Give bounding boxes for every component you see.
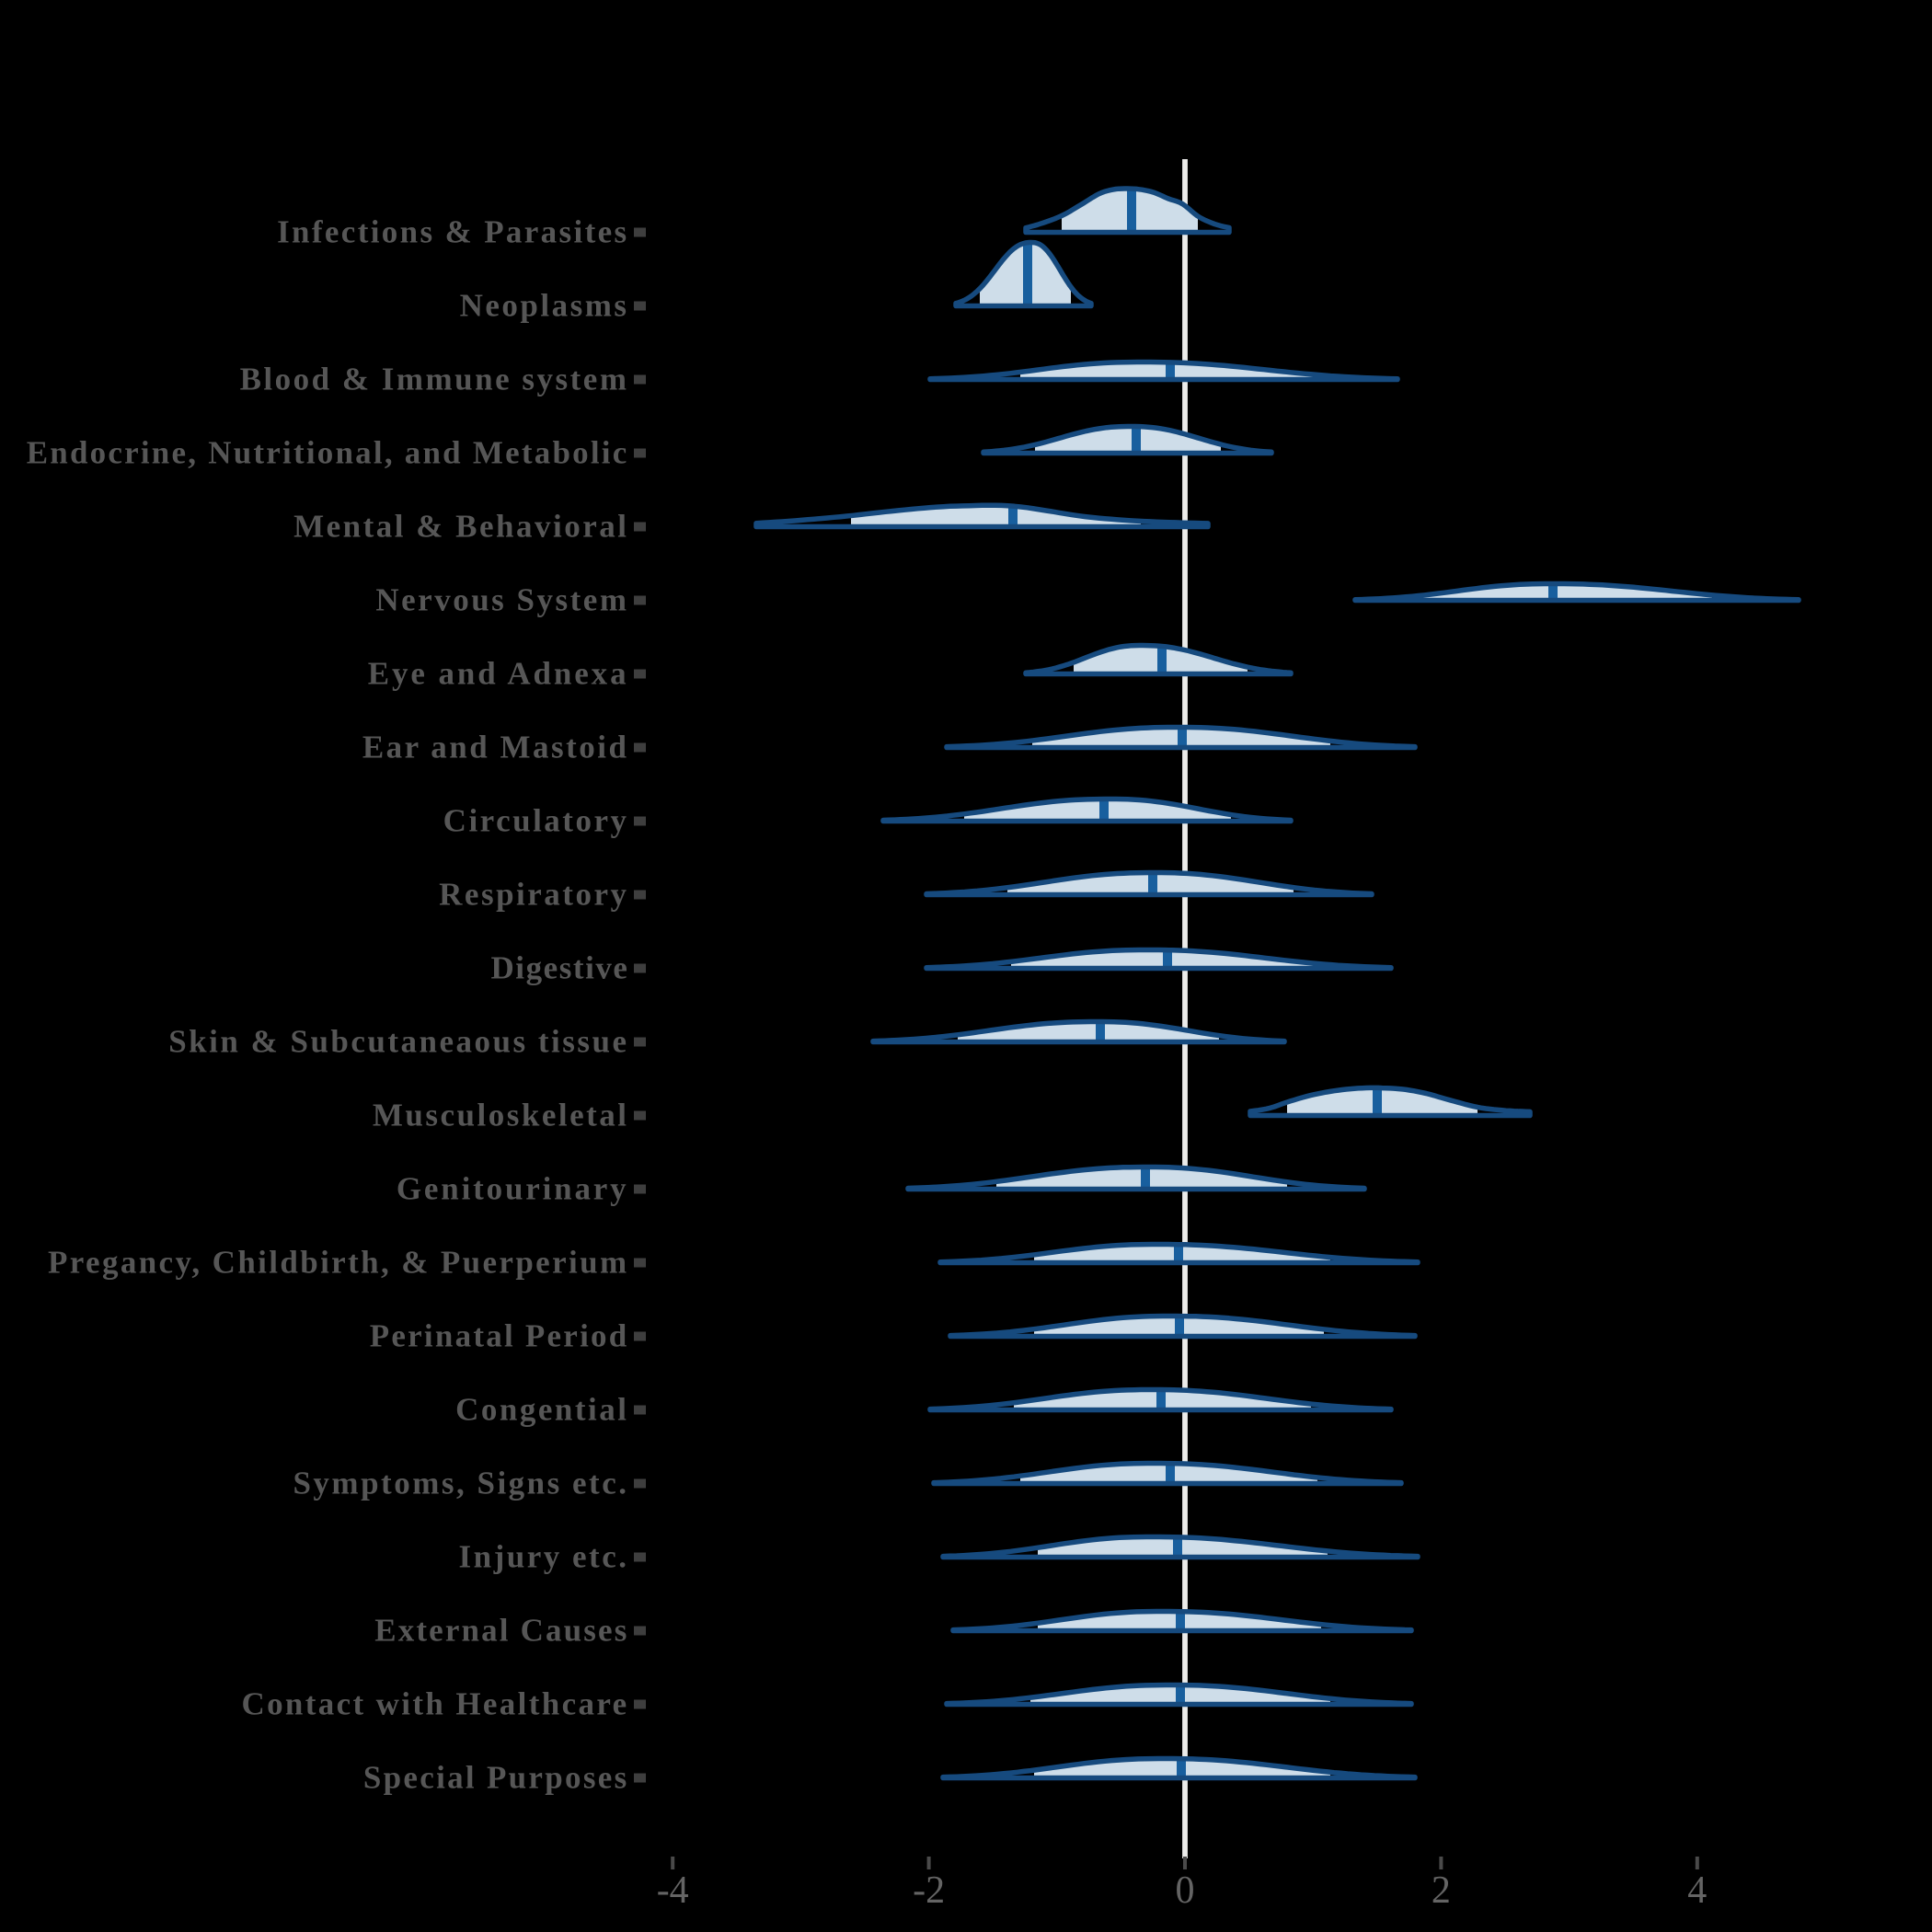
svg-text:Circulatory: Circulatory <box>443 803 629 839</box>
svg-text:Ear and Mastoid: Ear and Mastoid <box>362 730 629 765</box>
svg-text:Genitourinary: Genitourinary <box>397 1171 629 1207</box>
svg-text:0: 0 <box>1176 1869 1195 1912</box>
svg-text:Endocrine, Nutritional, and Me: Endocrine, Nutritional, and Metabolic <box>27 435 629 471</box>
svg-text:Musculoskeletal: Musculoskeletal <box>373 1098 629 1133</box>
svg-text:Pregancy, Childbirth, & Puerpe: Pregancy, Childbirth, & Puerperium <box>48 1245 629 1281</box>
svg-text:Infections & Parasites: Infections & Parasites <box>277 214 628 250</box>
svg-text:Perinatal Period: Perinatal Period <box>370 1318 629 1354</box>
svg-text:Respiratory: Respiratory <box>439 877 628 913</box>
svg-text:Neoplasms: Neoplasms <box>460 288 629 324</box>
svg-text:Congential: Congential <box>455 1392 628 1428</box>
svg-text:Nervous System: Nervous System <box>375 582 628 618</box>
svg-text:Contact with Healthcare: Contact with Healthcare <box>241 1686 628 1722</box>
svg-text:Symptoms, Signs etc.: Symptoms, Signs etc. <box>293 1466 628 1501</box>
svg-text:External Causes: External Causes <box>374 1613 628 1649</box>
svg-text:-4: -4 <box>657 1869 689 1912</box>
svg-text:Blood & Immune system: Blood & Immune system <box>240 362 629 397</box>
svg-text:2: 2 <box>1432 1869 1451 1912</box>
svg-text:-2: -2 <box>913 1869 945 1912</box>
svg-text:Mental & Behavioral: Mental & Behavioral <box>293 509 628 545</box>
svg-text:Injury etc.: Injury etc. <box>459 1539 629 1575</box>
svg-text:Eye and Adnexa: Eye and Adnexa <box>368 656 629 692</box>
svg-text:Skin & Subcutaneaous tissue: Skin & Subcutaneaous tissue <box>168 1024 628 1060</box>
svg-text:4: 4 <box>1687 1869 1707 1912</box>
svg-text:Digestive: Digestive <box>490 950 628 986</box>
svg-text:Special Purposes: Special Purposes <box>363 1760 629 1796</box>
